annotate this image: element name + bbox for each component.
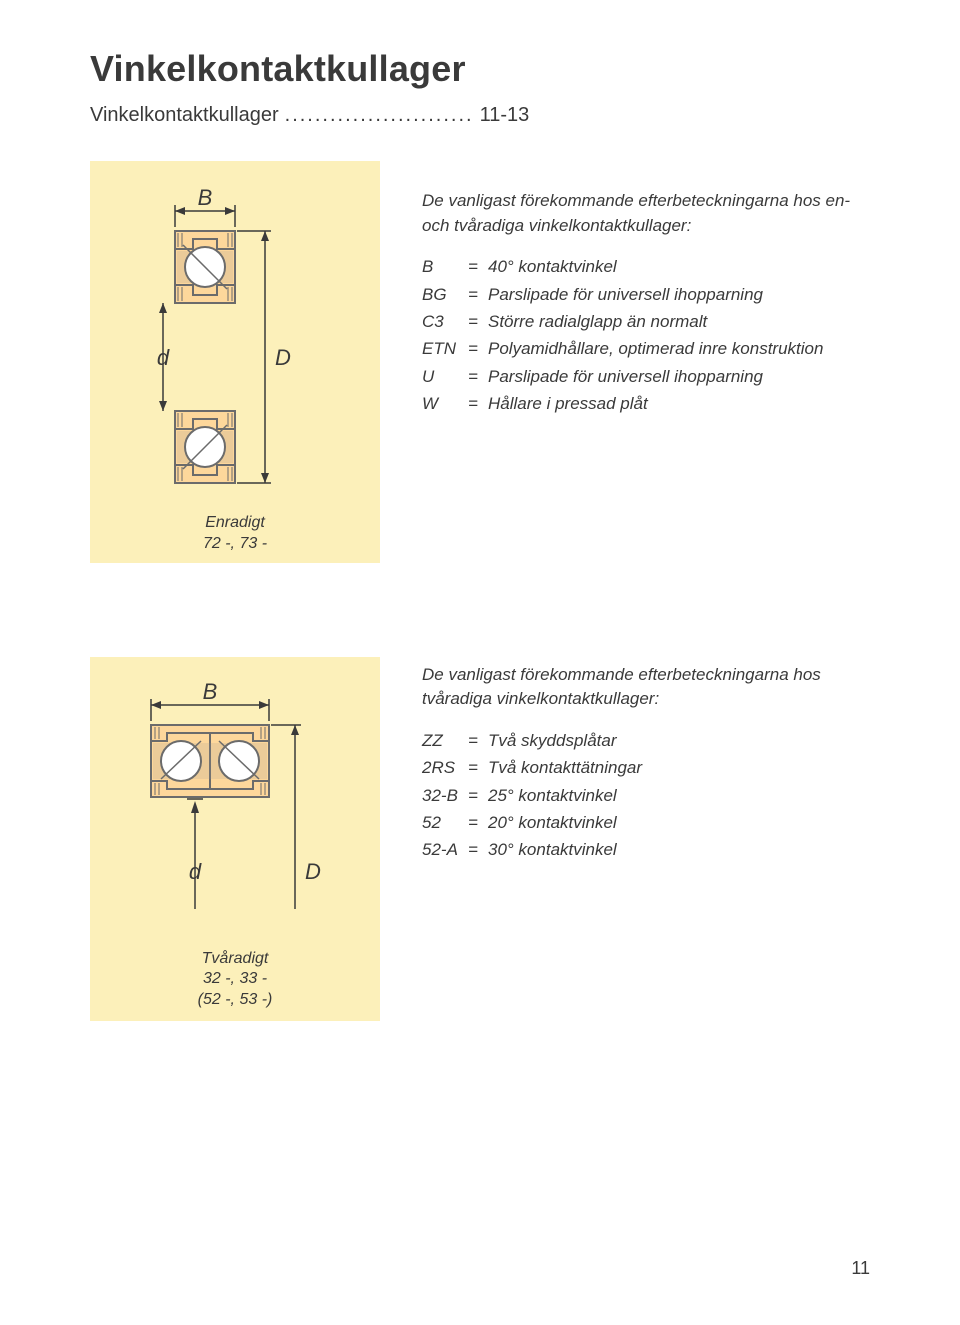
page: Vinkelkontaktkullager Vinkelkontaktkulla…: [0, 0, 960, 1325]
dim-label-D-big: D: [275, 345, 291, 370]
definition-row: C3=Större radialglapp än normalt: [422, 309, 829, 336]
bearing-double: [151, 725, 269, 797]
def-symbol: 52-A: [422, 837, 464, 864]
caption-line: 32 -, 33 -: [198, 969, 273, 990]
definition-row: U=Parslipade för universell ihopparning: [422, 364, 829, 391]
dim-label-d: d: [189, 859, 202, 884]
def-value: 30° kontaktvinkel: [488, 837, 648, 864]
def-value: Polyamidhållare, optimerad inre konstruk…: [488, 336, 829, 363]
def-eq: =: [464, 336, 488, 363]
dim-label-B: B: [198, 185, 213, 210]
def-symbol: W: [422, 391, 464, 418]
definition-row: ETN=Polyamidhållare, optimerad inre kons…: [422, 336, 829, 363]
def-eq: =: [464, 282, 488, 309]
definition-row: ZZ=Två skyddsplåtar: [422, 728, 648, 755]
caption-line: Tvåradigt: [198, 949, 273, 970]
subtitle-dots: .........................: [285, 104, 474, 127]
definition-row: 32-B=25° kontaktvinkel: [422, 783, 648, 810]
def-symbol: 2RS: [422, 755, 464, 782]
bearing-diagram-double-row: B: [115, 679, 355, 939]
def-value: Två kontakttätningar: [488, 755, 648, 782]
def-eq: =: [464, 391, 488, 418]
def-eq: =: [464, 254, 488, 281]
caption-line: (52 -, 53 -): [198, 990, 273, 1011]
desc-2-table: ZZ=Två skyddsplåtar2RS=Två kontakttätnin…: [422, 728, 648, 865]
page-number: 11: [851, 1258, 870, 1279]
def-value: Hållare i pressad plåt: [488, 391, 829, 418]
definition-row: 52=20° kontaktvinkel: [422, 810, 648, 837]
section-1: B: [90, 161, 870, 563]
def-value: 25° kontaktvinkel: [488, 783, 648, 810]
def-symbol: ZZ: [422, 728, 464, 755]
def-eq: =: [464, 783, 488, 810]
bearing-diagram-single-row: B: [115, 183, 355, 503]
desc-1-intro: De vanligast förekommande efterbetecknin…: [422, 189, 870, 238]
def-symbol: B: [422, 254, 464, 281]
def-eq: =: [464, 810, 488, 837]
section-2: B: [90, 657, 870, 1021]
def-symbol: C3: [422, 309, 464, 336]
def-value: Större radialglapp än normalt: [488, 309, 829, 336]
desc-2-intro: De vanligast förekommande efterbetecknin…: [422, 663, 870, 712]
def-symbol: U: [422, 364, 464, 391]
figure-2: B: [90, 657, 380, 1021]
def-eq: =: [464, 364, 488, 391]
bearing-bottom: [175, 411, 235, 483]
dim-label-d: d: [157, 345, 170, 370]
figure-1: B: [90, 161, 380, 563]
figure-2-caption: Tvåradigt 32 -, 33 - (52 -, 53 -): [198, 949, 273, 1011]
desc-2: De vanligast förekommande efterbetecknin…: [422, 657, 870, 865]
caption-line: Enradigt: [203, 513, 267, 534]
def-symbol: 32-B: [422, 783, 464, 810]
def-value: 20° kontaktvinkel: [488, 810, 648, 837]
subtitle-pages: 11-13: [480, 104, 530, 127]
def-symbol: BG: [422, 282, 464, 309]
definition-row: 2RS=Två kontakttätningar: [422, 755, 648, 782]
subtitle-row: Vinkelkontaktkullager ..................…: [90, 104, 870, 127]
caption-line: 72 -, 73 -: [203, 534, 267, 555]
def-eq: =: [464, 728, 488, 755]
definition-row: W=Hållare i pressad plåt: [422, 391, 829, 418]
def-eq: =: [464, 755, 488, 782]
definition-row: BG=Parslipade för universell ihopparning: [422, 282, 829, 309]
def-symbol: 52: [422, 810, 464, 837]
desc-1: De vanligast förekommande efterbetecknin…: [422, 161, 870, 418]
dim-label-B: B: [203, 679, 218, 704]
subtitle-text: Vinkelkontaktkullager: [90, 104, 279, 127]
def-value: Parslipade för universell ihopparning: [488, 364, 829, 391]
def-value: 40° kontaktvinkel: [488, 254, 829, 281]
figure-1-caption: Enradigt 72 -, 73 -: [203, 513, 267, 555]
desc-1-table: B=40° kontaktvinkelBG=Parslipade för uni…: [422, 254, 829, 418]
def-value: Två skyddsplåtar: [488, 728, 648, 755]
dim-label-D-big: D: [305, 859, 321, 884]
def-value: Parslipade för universell ihopparning: [488, 282, 829, 309]
definition-row: 52-A=30° kontaktvinkel: [422, 837, 648, 864]
def-eq: =: [464, 837, 488, 864]
bearing-top: [175, 231, 235, 303]
def-eq: =: [464, 309, 488, 336]
def-symbol: ETN: [422, 336, 464, 363]
page-title: Vinkelkontaktkullager: [90, 48, 870, 90]
definition-row: B=40° kontaktvinkel: [422, 254, 829, 281]
